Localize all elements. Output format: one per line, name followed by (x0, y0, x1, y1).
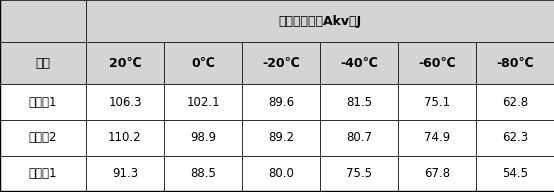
Text: -60℃: -60℃ (419, 57, 456, 70)
Text: 102.1: 102.1 (186, 96, 220, 109)
Text: 54.5: 54.5 (502, 167, 529, 180)
Bar (86, 84, 164, 120)
Bar (398, 84, 476, 120)
Text: 75.5: 75.5 (346, 167, 372, 180)
Text: -20℃: -20℃ (262, 57, 300, 70)
Text: 67.8: 67.8 (424, 167, 450, 180)
Text: 80.0: 80.0 (268, 167, 294, 180)
Text: -80℃: -80℃ (497, 57, 534, 70)
Bar (164, 42, 242, 84)
Text: 80.7: 80.7 (346, 131, 372, 144)
Text: 91.3: 91.3 (112, 167, 138, 180)
Text: 样品: 样品 (35, 57, 50, 70)
Bar (242, 42, 320, 84)
Text: 0℃: 0℃ (191, 57, 215, 70)
Text: 106.3: 106.3 (108, 96, 142, 109)
Text: 74.9: 74.9 (424, 131, 450, 144)
Bar (476, 120, 554, 156)
Bar (320, 84, 398, 120)
Bar (86, 0, 554, 42)
Bar (86, 42, 164, 84)
Text: 75.1: 75.1 (424, 96, 450, 109)
Bar (398, 156, 476, 191)
Text: 对比例1: 对比例1 (29, 167, 57, 180)
Bar (320, 120, 398, 156)
Text: 低温冲击韧性Akv，J: 低温冲击韧性Akv，J (279, 15, 362, 28)
Text: 89.2: 89.2 (268, 131, 294, 144)
Bar (242, 120, 320, 156)
Bar (476, 42, 554, 84)
Bar (164, 84, 242, 120)
Text: 实施例2: 实施例2 (29, 131, 57, 144)
Text: 62.3: 62.3 (502, 131, 529, 144)
Bar (0, 120, 86, 156)
Text: 81.5: 81.5 (346, 96, 372, 109)
Bar (320, 156, 398, 191)
Text: 89.6: 89.6 (268, 96, 294, 109)
Bar (398, 120, 476, 156)
Bar (0, 0, 86, 42)
Bar (320, 42, 398, 84)
Bar (164, 156, 242, 191)
Text: 20℃: 20℃ (109, 57, 141, 70)
Bar (476, 84, 554, 120)
Bar (0, 84, 86, 120)
Bar (242, 84, 320, 120)
Bar (398, 42, 476, 84)
Text: 62.8: 62.8 (502, 96, 529, 109)
Bar (0, 156, 86, 191)
Text: 98.9: 98.9 (190, 131, 216, 144)
Bar (164, 120, 242, 156)
Bar (86, 156, 164, 191)
Text: 88.5: 88.5 (190, 167, 216, 180)
Bar (242, 156, 320, 191)
Bar (86, 120, 164, 156)
Bar (0, 42, 86, 84)
Text: 实施例1: 实施例1 (29, 96, 57, 109)
Bar (476, 156, 554, 191)
Text: 110.2: 110.2 (108, 131, 142, 144)
Text: -40℃: -40℃ (340, 57, 378, 70)
